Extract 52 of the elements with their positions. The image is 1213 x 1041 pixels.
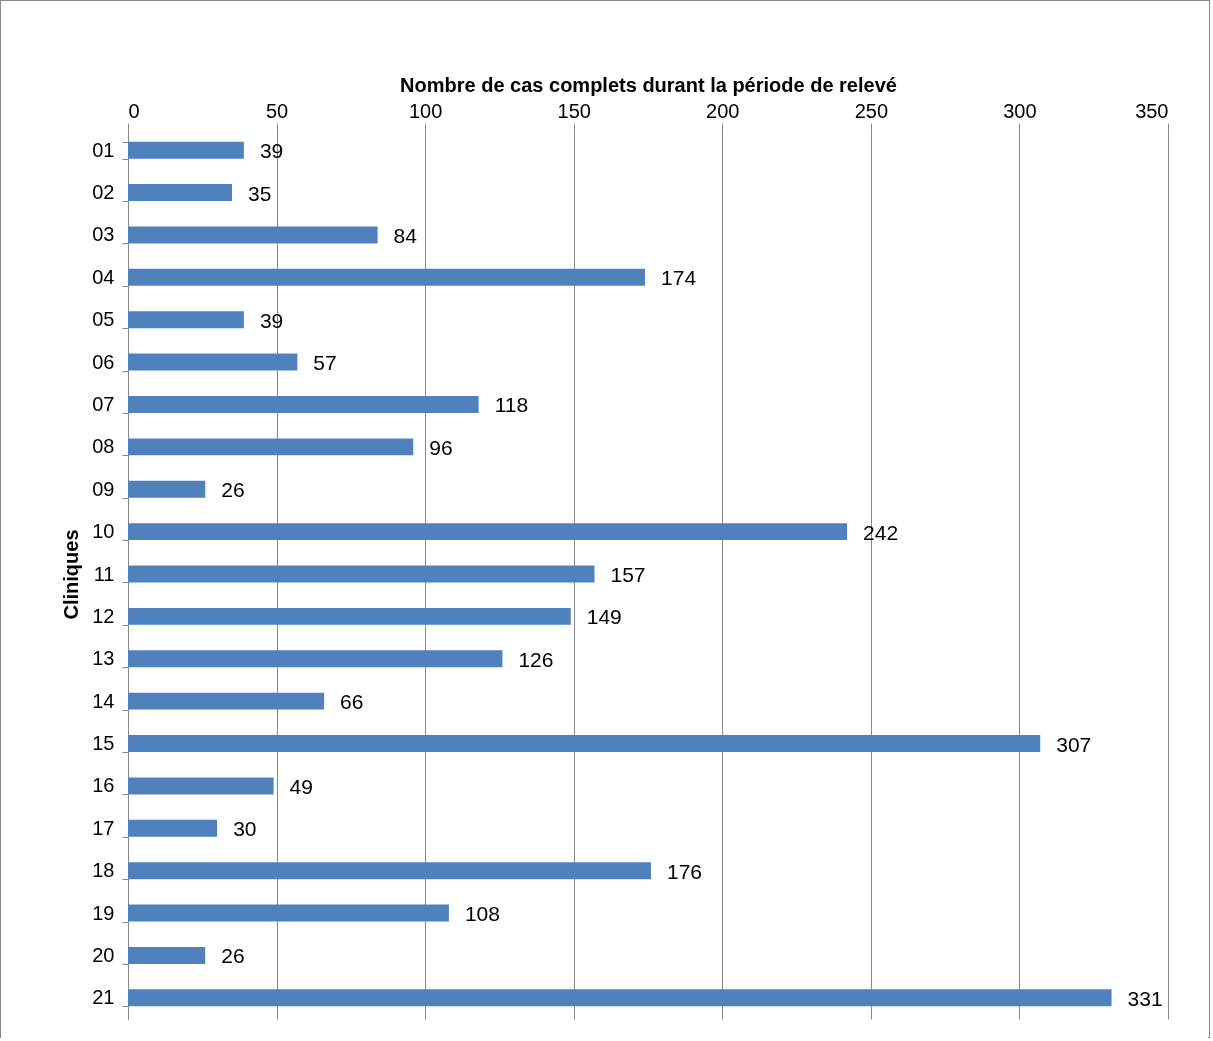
data-label: 30 bbox=[233, 817, 257, 841]
x-tick-label: 150 bbox=[557, 99, 591, 122]
y-axis-title: Cliniques bbox=[60, 529, 83, 620]
y-tick-label: 10 bbox=[92, 520, 115, 543]
y-tick-label: 01 bbox=[92, 138, 115, 161]
data-label: 26 bbox=[221, 944, 245, 968]
y-tick-label: 08 bbox=[92, 435, 115, 458]
data-label: 49 bbox=[289, 774, 313, 798]
data-label: 84 bbox=[393, 223, 418, 247]
x-tick-label: 200 bbox=[706, 99, 740, 122]
y-tick-label: 20 bbox=[92, 943, 115, 966]
data-label: 66 bbox=[340, 690, 364, 714]
y-tick-label: 09 bbox=[92, 477, 115, 500]
y-tick-label: 16 bbox=[92, 774, 115, 797]
data-label: 118 bbox=[494, 393, 529, 417]
data-label: 39 bbox=[259, 308, 284, 332]
data-label: 149 bbox=[586, 605, 622, 629]
y-tick-label: 07 bbox=[92, 392, 115, 415]
data-label: 108 bbox=[464, 902, 500, 926]
x-tick-label: 300 bbox=[1003, 99, 1037, 122]
data-label: 57 bbox=[313, 351, 337, 375]
data-label: 174 bbox=[661, 266, 697, 290]
y-tick-label: 03 bbox=[92, 223, 115, 246]
data-label: 96 bbox=[429, 435, 453, 459]
y-tick-label: 05 bbox=[92, 308, 115, 331]
data-label: 242 bbox=[863, 520, 899, 544]
y-tick-label: 11 bbox=[93, 562, 115, 585]
data-label: 39 bbox=[259, 139, 284, 163]
data-label: 331 bbox=[1127, 986, 1163, 1010]
y-tick-label: 13 bbox=[92, 647, 115, 670]
y-tick-label: 21 bbox=[92, 986, 115, 1009]
data-label: 35 bbox=[248, 181, 272, 205]
y-tick-label: 04 bbox=[92, 265, 115, 288]
data-label: 126 bbox=[518, 647, 554, 671]
y-tick-label: 02 bbox=[92, 181, 115, 204]
y-tick-label: 15 bbox=[92, 732, 115, 755]
data-label: 26 bbox=[221, 478, 245, 502]
y-tick-label: 18 bbox=[92, 859, 115, 882]
data-label: 176 bbox=[666, 859, 703, 883]
x-tick-label: 50 bbox=[265, 99, 289, 122]
y-tick-label: 17 bbox=[92, 816, 115, 839]
x-axis-title: Nombre de cas complets durant la période de relevé bbox=[400, 73, 897, 96]
data-label: 307 bbox=[1056, 732, 1092, 756]
x-tick-label: 100 bbox=[408, 99, 443, 122]
y-tick-label: 19 bbox=[92, 901, 115, 924]
data-label: 157 bbox=[610, 563, 646, 586]
x-tick-label: 350 bbox=[1135, 99, 1169, 122]
y-tick-label: 14 bbox=[92, 689, 115, 712]
y-tick-label: 06 bbox=[92, 350, 115, 373]
x-tick-label: 0 bbox=[128, 99, 140, 122]
x-tick-label: 250 bbox=[854, 99, 889, 122]
y-tick-label: 12 bbox=[92, 604, 115, 627]
